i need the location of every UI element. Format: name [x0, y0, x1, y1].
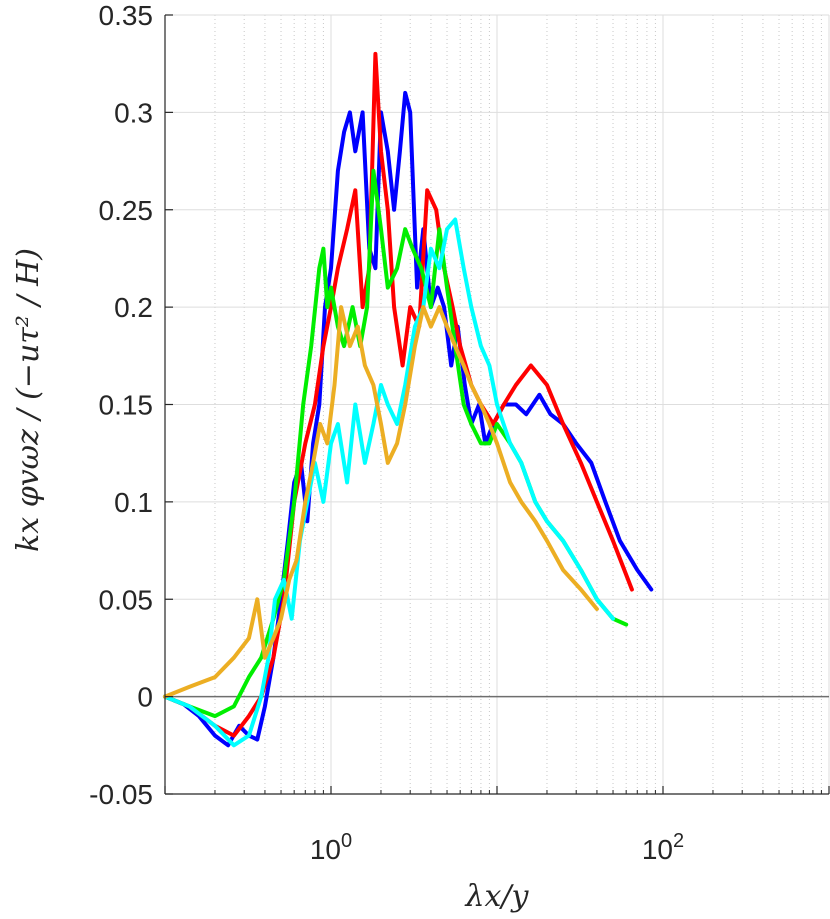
- y-tick-label: 0.1: [114, 487, 153, 518]
- y-tick-labels: -0.05 0 0.05 0.1 0.15 0.2 0.25 0.3 0.35: [89, 0, 153, 810]
- y-tick-label: 0.35: [99, 0, 154, 31]
- series-line-1: [163, 90, 654, 748]
- series-line-4: [163, 217, 615, 748]
- series-line-5: [163, 305, 599, 699]
- y-tick-label: -0.05: [89, 779, 153, 810]
- x-axis-label: λx/y: [465, 879, 530, 914]
- axes: [164, 14, 830, 795]
- x-tick-labels: 100 102: [310, 830, 684, 865]
- y-axis-label: kx φvωz / (−uτ² / H): [11, 248, 46, 552]
- y-tick-label: 0.3: [114, 97, 153, 128]
- y-tick-label: 0: [137, 682, 153, 713]
- y-tick-label: 0.05: [99, 584, 154, 615]
- y-tick-label: 0.15: [99, 390, 154, 421]
- y-tick-label: 0.2: [114, 292, 153, 323]
- x-tick-label: 102: [642, 830, 684, 865]
- series-layer: [163, 51, 654, 748]
- y-tick-label: 0.25: [99, 195, 154, 226]
- x-tick-label: 100: [310, 830, 352, 865]
